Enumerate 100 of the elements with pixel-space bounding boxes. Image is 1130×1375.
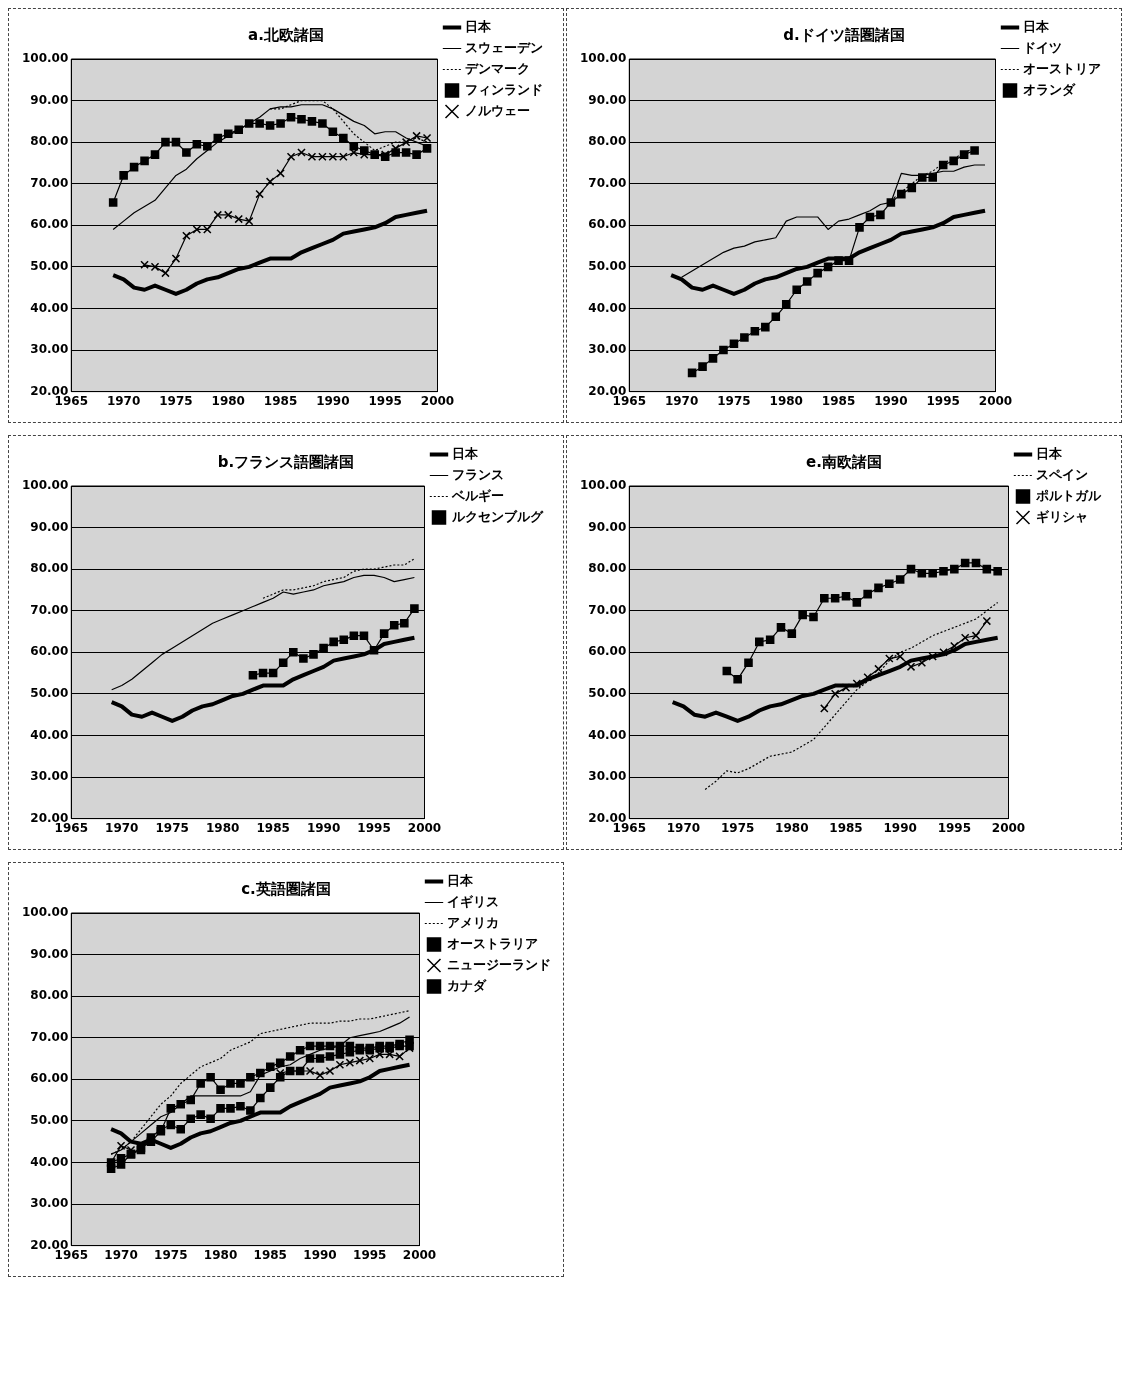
x-tick-label: 1975 (155, 820, 189, 835)
y-tick-label: 40.00 (30, 300, 69, 315)
x-tick-label: 1980 (205, 820, 240, 835)
legend-label: オーストリア (1023, 60, 1101, 76)
x-tick-label: 1995 (926, 393, 960, 408)
y-tick-label: 40.00 (588, 727, 627, 742)
x-tick-label: 1975 (717, 393, 751, 408)
x-tick-label: 2000 (407, 820, 442, 835)
legend-label: 日本 (1036, 445, 1063, 461)
y-tick-label: 80.00 (30, 561, 69, 576)
y-tick-label: 80.00 (30, 134, 69, 149)
y-tick-label: 70.00 (588, 602, 627, 617)
legend-label: 日本 (1023, 18, 1050, 34)
y-tick-label: 60.00 (30, 1071, 69, 1086)
x-tick-label: 1990 (874, 393, 908, 408)
y-tick-label: 100.00 (21, 51, 69, 66)
x-tick-label: 1995 (353, 1247, 387, 1262)
y-tick-label: 40.00 (588, 300, 627, 315)
y-tick-label: 90.00 (30, 92, 69, 107)
y-tick-label: 70.00 (30, 602, 69, 617)
x-tick-label: 1985 (263, 393, 298, 408)
x-tick-label: 1995 (368, 393, 402, 408)
x-tick-label: 1985 (253, 1247, 287, 1262)
chart-title: e.南欧諸国 (806, 452, 882, 471)
x-tick-label: 1970 (666, 820, 701, 835)
chart-title: b.フランス語圏諸国 (217, 452, 355, 471)
x-tick-label: 1995 (937, 820, 972, 835)
x-tick-label: 1965 (612, 820, 647, 835)
y-tick-label: 30.00 (588, 769, 627, 784)
legend-label: ギリシャ (1036, 508, 1088, 524)
x-tick-label: 1985 (829, 820, 863, 835)
x-tick-label: 1990 (883, 820, 917, 835)
legend-label: ポルトガル (1035, 487, 1102, 503)
x-tick-label: 1970 (664, 393, 699, 408)
x-tick-label: 1965 (54, 1247, 89, 1262)
y-tick-label: 70.00 (30, 1029, 69, 1044)
y-tick-label: 80.00 (30, 988, 69, 1003)
x-tick-label: 1975 (720, 820, 755, 835)
x-tick-label: 1975 (159, 393, 193, 408)
y-tick-label: 100.00 (21, 905, 69, 920)
y-tick-label: 40.00 (30, 1154, 69, 1169)
y-tick-label: 90.00 (588, 92, 627, 107)
x-tick-label: 1965 (612, 393, 647, 408)
x-tick-label: 1980 (769, 393, 803, 408)
y-tick-label: 30.00 (588, 342, 627, 357)
legend-label: ルクセンブルグ (451, 508, 544, 524)
y-tick-label: 80.00 (588, 561, 627, 576)
y-tick-label: 50.00 (588, 259, 627, 273)
y-tick-label: 90.00 (30, 519, 69, 534)
legend-label: 日本 (452, 445, 479, 461)
x-tick-label: 1975 (154, 1247, 188, 1262)
legend-label: フランス (452, 466, 504, 482)
x-tick-label: 1965 (54, 820, 89, 835)
x-tick-label: 1970 (106, 393, 141, 408)
x-tick-label: 1980 (203, 1247, 238, 1262)
y-tick-label: 70.00 (588, 175, 627, 190)
y-tick-label: 90.00 (30, 946, 69, 961)
y-tick-label: 60.00 (588, 217, 627, 232)
y-tick-label: 50.00 (30, 1113, 69, 1127)
y-tick-label: 100.00 (579, 51, 627, 66)
chart-title: d.ドイツ語圏諸国 (783, 25, 905, 44)
legend-label: ベルギー (451, 487, 504, 503)
x-tick-label: 1980 (211, 393, 245, 408)
legend-label: デンマーク (465, 60, 530, 76)
y-tick-label: 60.00 (30, 217, 69, 232)
legend-label: アメリカ (447, 914, 499, 930)
legend-label: オーストラリア (447, 935, 538, 951)
x-tick-label: 1995 (357, 820, 391, 835)
y-tick-label: 50.00 (30, 686, 69, 700)
y-tick-label: 30.00 (30, 1196, 69, 1211)
x-tick-label: 1990 (303, 1247, 337, 1262)
legend-label: カナダ (447, 977, 487, 993)
y-tick-label: 100.00 (579, 478, 627, 493)
y-tick-label: 90.00 (588, 519, 627, 534)
y-tick-label: 80.00 (588, 134, 627, 149)
legend-label: 日本 (447, 872, 474, 888)
chart-title: c.英語圏諸国 (241, 879, 331, 898)
y-tick-label: 70.00 (30, 175, 69, 190)
x-tick-label: 2000 (978, 393, 1013, 408)
y-tick-label: 50.00 (588, 686, 627, 700)
x-tick-label: 1970 (105, 820, 139, 835)
x-tick-label: 1990 (316, 393, 350, 408)
x-tick-label: 2000 (420, 393, 455, 408)
x-tick-label: 1965 (54, 393, 89, 408)
legend-label: 日本 (465, 18, 492, 34)
y-tick-label: 50.00 (30, 259, 69, 273)
x-tick-label: 1970 (104, 1247, 138, 1262)
x-tick-label: 1980 (775, 820, 809, 835)
y-tick-label: 100.00 (21, 478, 69, 493)
legend-label: オランダ (1023, 81, 1076, 97)
legend-label: スペイン (1036, 466, 1088, 482)
legend-label: フィンランド (465, 81, 543, 97)
legend-label: ドイツ (1023, 39, 1062, 55)
x-tick-label: 2000 (991, 820, 1026, 835)
x-tick-label: 1985 (821, 393, 856, 408)
x-tick-label: 2000 (402, 1247, 437, 1262)
x-tick-label: 1985 (256, 820, 290, 835)
legend-label: ノルウェー (465, 102, 530, 118)
y-tick-label: 30.00 (30, 769, 69, 784)
y-tick-label: 60.00 (30, 644, 69, 659)
